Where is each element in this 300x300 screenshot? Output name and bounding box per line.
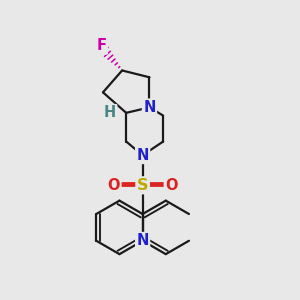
Text: S: S <box>137 178 148 193</box>
Text: F: F <box>97 38 106 53</box>
Text: O: O <box>108 178 120 193</box>
Text: N: N <box>136 148 149 163</box>
Text: N: N <box>136 233 149 248</box>
Text: N: N <box>143 100 156 115</box>
Text: H: H <box>104 105 116 120</box>
Text: O: O <box>165 178 178 193</box>
